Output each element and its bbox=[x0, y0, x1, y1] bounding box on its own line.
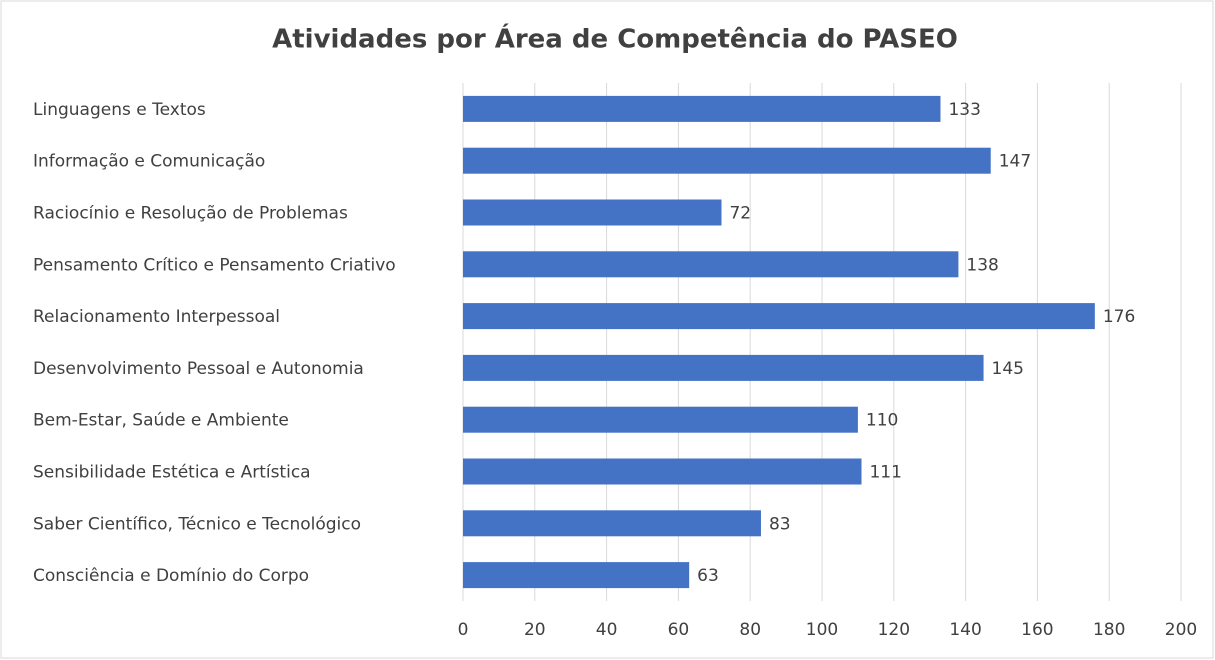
y-tick-label: Relacionamento Interpessoal bbox=[33, 307, 280, 327]
data-label: 111 bbox=[869, 463, 901, 483]
y-tick-label: Bem-Estar, Saúde e Ambiente bbox=[33, 411, 289, 431]
y-tick-label: Saber Científico, Técnico e Tecnológico bbox=[33, 514, 361, 534]
x-tick-label: 20 bbox=[524, 620, 546, 640]
y-tick-label: Desenvolvimento Pessoal e Autonomia bbox=[33, 359, 364, 379]
y-tick-label: Consciência e Domínio do Corpo bbox=[33, 566, 309, 586]
data-label: 72 bbox=[729, 204, 751, 224]
bar bbox=[463, 406, 858, 433]
data-label: 63 bbox=[697, 566, 719, 586]
bar bbox=[463, 251, 959, 278]
y-tick-label: Informação e Comunicação bbox=[33, 152, 265, 172]
bar bbox=[463, 562, 690, 589]
data-label: 145 bbox=[992, 359, 1024, 379]
bar bbox=[463, 354, 984, 381]
bar bbox=[463, 510, 761, 537]
y-tick-label: Pensamento Crítico e Pensamento Criativo bbox=[33, 255, 396, 275]
bar bbox=[463, 199, 722, 226]
x-tick-label: 0 bbox=[458, 620, 469, 640]
bar bbox=[463, 458, 862, 485]
x-tick-label: 140 bbox=[949, 620, 981, 640]
bar bbox=[463, 303, 1095, 330]
x-tick-label: 60 bbox=[668, 620, 690, 640]
x-tick-label: 100 bbox=[806, 620, 838, 640]
y-tick-label: Linguagens e Textos bbox=[33, 100, 206, 120]
y-tick-label: Raciocínio e Resolução de Problemas bbox=[33, 204, 348, 224]
data-label: 83 bbox=[769, 514, 791, 534]
x-tick-label: 120 bbox=[878, 620, 910, 640]
data-label: 176 bbox=[1103, 307, 1135, 327]
x-tick-label: 160 bbox=[1021, 620, 1053, 640]
bar bbox=[463, 147, 991, 174]
chart-title: Atividades por Área de Competência do PA… bbox=[272, 23, 958, 55]
data-label: 138 bbox=[966, 255, 998, 275]
data-label: 110 bbox=[866, 411, 898, 431]
x-tick-label: 180 bbox=[1093, 620, 1125, 640]
x-tick-label: 80 bbox=[739, 620, 761, 640]
x-tick-label: 200 bbox=[1165, 620, 1197, 640]
y-tick-label: Sensibilidade Estética e Artística bbox=[33, 463, 311, 483]
x-tick-label: 40 bbox=[596, 620, 618, 640]
data-label: 133 bbox=[948, 100, 980, 120]
bar bbox=[463, 95, 941, 122]
data-label: 147 bbox=[999, 152, 1031, 172]
